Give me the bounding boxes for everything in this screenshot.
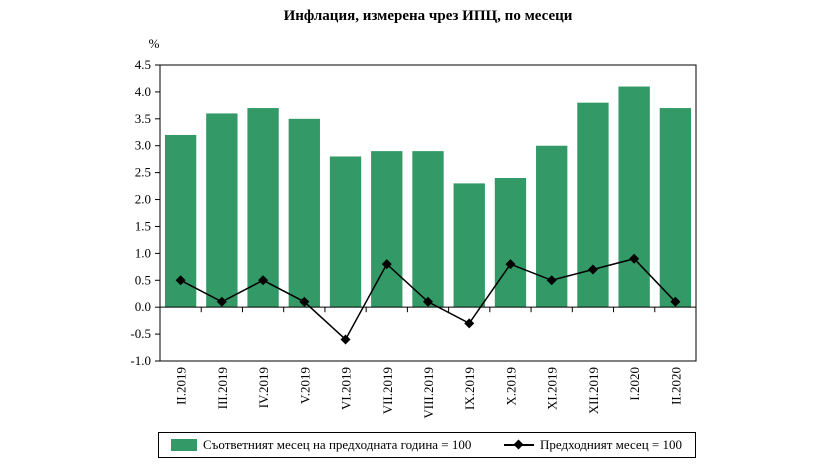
bar [371,151,403,308]
x-category-label: IX.2019 [462,367,477,410]
y-tick-label: 2.5 [135,165,151,180]
line-point-marker [299,296,310,307]
x-category-label: VI.2019 [339,367,354,410]
x-category-label: XII.2019 [586,367,601,414]
x-category-label: VII.2019 [380,367,395,414]
bar [453,183,485,308]
line-point-marker [216,296,227,307]
line-point-marker [670,296,681,307]
x-category-label: III.2019 [215,367,230,409]
line-point-marker [175,275,186,286]
bar [329,156,362,308]
bar [618,86,650,308]
y-tick-label: 3.0 [135,138,151,153]
y-tick-label: -1.0 [130,353,151,368]
plot-frame [159,64,697,362]
y-tick-label: 4.0 [135,84,151,99]
bar [288,118,320,308]
x-category-label: XI.2019 [545,367,560,410]
y-axis-unit-label: % [149,36,160,51]
bar [412,151,444,308]
chart-legend: Съответният месец на предходната година … [158,432,696,458]
y-tick-label: 0.0 [135,299,151,314]
y-tick-label: 3.5 [135,111,151,126]
legend-bar-swatch [171,439,197,451]
line-point-marker [258,275,269,286]
line-point-marker [587,264,598,275]
legend-line-label: Предходният месец = 100 [540,437,682,452]
y-tick-label: 2.0 [135,192,151,207]
line-point-marker [423,296,433,307]
x-category-label: X.2019 [503,367,518,406]
y-tick-label: 0.5 [135,272,151,287]
bar [577,102,609,308]
y-tick-label: -0.5 [130,326,151,341]
x-category-label: IV.2019 [256,367,271,408]
line-point-marker [464,318,475,329]
line-point-marker [505,259,516,270]
y-tick-label: 1.0 [135,245,151,260]
line-point-marker [546,275,557,286]
legend-bar-label: Съответният месец на предходната година … [203,437,472,452]
x-category-label: I.2020 [627,367,642,401]
bar [247,108,279,308]
line-point-marker [629,253,640,264]
y-tick-label: 1.5 [135,218,151,233]
bar [206,113,238,308]
x-category-label: VIII.2019 [421,367,436,419]
line-point-marker [340,334,351,345]
legend-item-bars: Съответният месец на предходната година … [171,437,471,453]
x-category-label: V.2019 [297,367,312,404]
legend-line-marker [504,439,534,451]
bar [659,108,692,308]
x-category-label: II.2019 [174,367,189,405]
line-point-marker [381,259,392,270]
chart-title: Инфлация, измерена чрез ИПЦ, по месеци [283,8,573,24]
y-tick-label: 4.5 [135,57,151,72]
x-category-label: II.2020 [668,367,683,405]
bar [494,178,527,308]
legend-item-line: Предходният месец = 100 [504,437,682,453]
